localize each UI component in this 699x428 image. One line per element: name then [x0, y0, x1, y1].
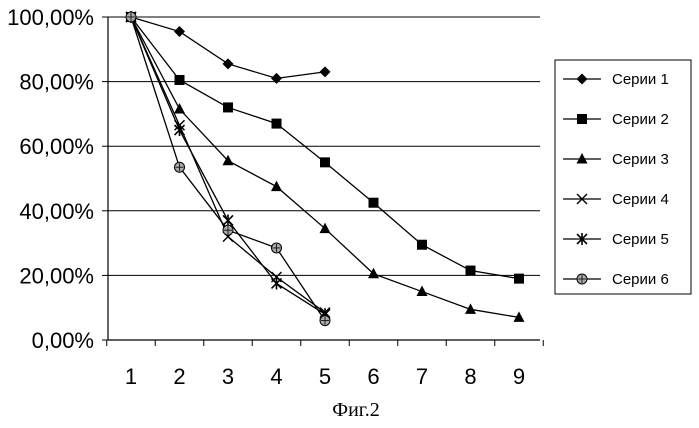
figure-caption: Фиг.2	[332, 399, 379, 421]
data-point	[514, 274, 524, 284]
legend-label: Серии 4	[612, 191, 669, 208]
legend-label: Серии 2	[612, 111, 669, 128]
data-point	[126, 12, 136, 22]
y-tick-label: 80,00%	[19, 70, 94, 95]
axes	[108, 17, 540, 340]
legend-label: Серии 3	[612, 151, 669, 168]
data-point	[320, 157, 330, 167]
series-5	[126, 11, 330, 320]
data-point	[174, 26, 185, 37]
data-point	[223, 58, 234, 69]
x-tick-label: 7	[416, 364, 428, 389]
data-point	[272, 277, 282, 289]
legend-marker	[577, 114, 587, 124]
data-point	[369, 198, 379, 208]
y-tick-label: 20,00%	[19, 263, 94, 288]
data-point	[466, 266, 476, 276]
data-point	[272, 243, 282, 253]
x-tick-label: 5	[319, 364, 331, 389]
data-point	[174, 103, 185, 114]
data-point	[320, 316, 330, 326]
data-point	[175, 124, 185, 136]
x-tick-label: 9	[513, 364, 525, 389]
x-tick-label: 8	[464, 364, 476, 389]
legend-label: Серии 5	[612, 231, 669, 248]
x-tick-label: 2	[173, 364, 185, 389]
data-point	[417, 240, 427, 250]
data-point	[320, 66, 331, 77]
data-point	[175, 75, 185, 85]
series-group	[126, 11, 525, 326]
y-tick-label: 0,00%	[32, 328, 94, 353]
data-point	[271, 181, 282, 192]
data-point	[320, 223, 331, 234]
x-tick-label: 1	[125, 364, 137, 389]
data-point	[223, 225, 233, 235]
legend-label: Серии 1	[612, 71, 669, 88]
legend-box	[555, 60, 691, 294]
x-tick-label: 4	[270, 364, 282, 389]
data-point	[175, 162, 185, 172]
data-point	[271, 73, 282, 84]
y-axis-ticks: 0,00% 20,00% 40,00% 60,00% 80,00% 100,00%	[7, 5, 108, 353]
data-point	[272, 119, 282, 129]
legend-marker	[577, 274, 587, 284]
x-tick-label: 3	[222, 364, 234, 389]
data-point	[223, 102, 233, 112]
y-tick-label: 100,00%	[7, 5, 94, 30]
series-2	[126, 12, 524, 284]
y-tick-label: 60,00%	[19, 134, 94, 159]
y-tick-label: 40,00%	[19, 199, 94, 224]
legend-label: Серии 6	[612, 271, 669, 288]
x-axis-ticks: 1 2 3 4 5 6 7 8 9	[107, 340, 544, 389]
x-tick-label: 6	[367, 364, 379, 389]
legend: Серии 1 Серии 2 Серии 3 Серии 4 Серии 5 Серии…	[555, 60, 691, 294]
